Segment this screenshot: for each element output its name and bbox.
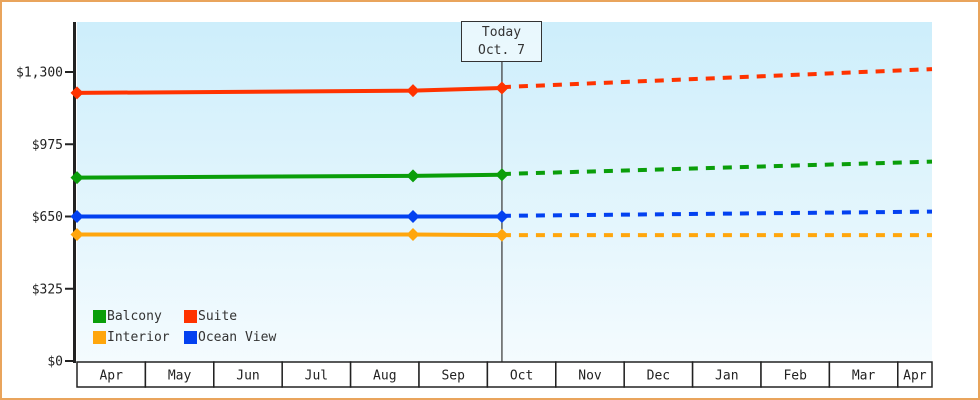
today-annotation: Today Oct. 7 — [461, 21, 542, 62]
month-label: Mar — [852, 369, 876, 384]
legend-label: Suite — [198, 309, 238, 324]
month-cell — [76, 361, 147, 388]
month-cell — [760, 361, 831, 388]
legend: Balcony Suite Interior Ocean View — [93, 309, 276, 345]
y-tick-label: $325 — [32, 282, 63, 297]
month-label: Apr — [99, 369, 123, 384]
series-forecast-suite — [501, 67, 933, 90]
legend-swatch-icon — [184, 310, 197, 323]
legend-label: Balcony — [107, 309, 162, 324]
month-cell — [281, 361, 352, 388]
series-marker-balcony — [406, 169, 420, 183]
month-label: Apr — [903, 369, 927, 384]
y-tick-label: $1,300 — [16, 66, 63, 81]
plot-area — [77, 22, 932, 362]
series-marker-suite — [406, 84, 420, 98]
y-tick-label: $650 — [32, 210, 63, 225]
month-cell — [691, 361, 762, 388]
y-tick-label: $975 — [32, 138, 63, 153]
month-cell — [555, 361, 625, 388]
series-forecast-balcony — [501, 159, 933, 177]
month-cell — [897, 361, 933, 388]
series-line-interior — [77, 232, 502, 238]
series-marker-interior — [495, 228, 509, 242]
month-label: May — [168, 369, 192, 384]
today-annotation-line1: Today — [481, 24, 522, 40]
legend-swatch-icon — [184, 331, 197, 344]
month-cell — [623, 361, 694, 388]
series-marker-balcony — [70, 171, 84, 185]
series-marker-ocean-view — [70, 210, 84, 223]
today-annotation-line2: Oct. 7 — [478, 42, 525, 58]
y-tick-label: $0 — [47, 355, 63, 370]
month-cell — [213, 361, 283, 388]
series-marker-balcony — [495, 168, 509, 182]
legend-item-balcony: Balcony — [93, 309, 184, 324]
month-label: Jun — [236, 369, 259, 384]
legend-item-suite: Suite — [184, 309, 276, 324]
legend-label: Interior — [107, 330, 170, 345]
series-marker-ocean-view — [495, 210, 509, 223]
month-label: Aug — [373, 369, 396, 384]
series-marker-suite — [70, 86, 84, 100]
legend-item-ocean-view: Ocean View — [184, 330, 276, 345]
series-marker-interior — [406, 228, 420, 242]
month-label: Dec — [647, 369, 670, 384]
month-label: Nov — [578, 369, 602, 384]
y-axis-line — [73, 22, 76, 363]
legend-swatch-icon — [93, 310, 106, 323]
month-label: Oct — [510, 369, 533, 384]
month-cell — [144, 361, 215, 388]
month-cell — [486, 361, 557, 388]
series-marker-interior — [70, 228, 84, 242]
month-cell — [828, 361, 899, 388]
month-label: Feb — [783, 369, 807, 384]
month-label: Sep — [441, 369, 465, 384]
month-label: Jul — [305, 369, 328, 384]
legend-swatch-icon — [93, 331, 106, 344]
month-label: Jan — [715, 369, 738, 384]
series-forecast-ocean-view — [501, 209, 933, 218]
series-marker-ocean-view — [406, 210, 420, 223]
legend-item-interior: Interior — [93, 330, 184, 345]
legend-label: Ocean View — [198, 330, 277, 345]
series-marker-suite — [495, 81, 509, 95]
